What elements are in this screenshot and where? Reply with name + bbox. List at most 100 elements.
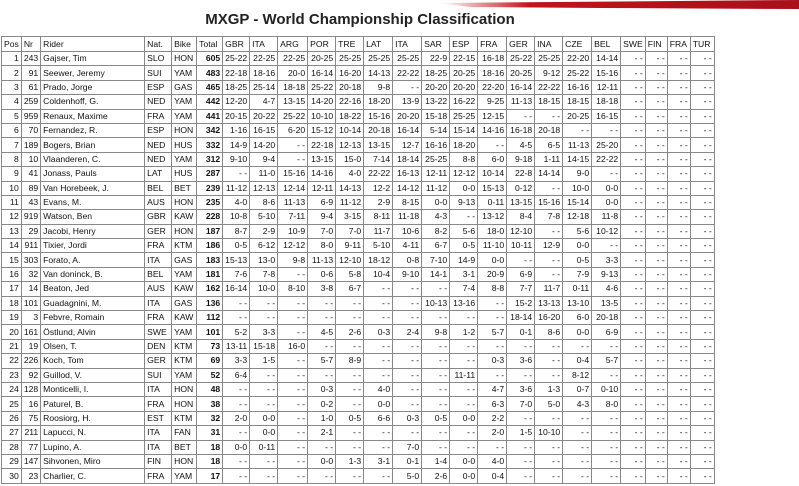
table-cell: - - xyxy=(335,295,365,312)
table-cell: 11-8 xyxy=(591,209,622,225)
table-cell: 20-25 xyxy=(506,65,536,81)
table-cell: - - xyxy=(392,396,423,412)
table-cell: - - xyxy=(620,439,646,455)
table-cell: 43 xyxy=(20,194,42,211)
table-cell: 6-4 xyxy=(222,367,251,383)
table-cell: 3-6 xyxy=(506,381,536,398)
table-cell: 9-25 xyxy=(477,94,508,110)
table-cell: 5-0 xyxy=(534,396,564,412)
table-cell: - - xyxy=(591,238,622,254)
table-cell: - - xyxy=(591,453,622,470)
table-cell: 1-2 xyxy=(449,324,479,340)
table-cell: 11-18 xyxy=(392,209,423,225)
table-cell: - - xyxy=(335,338,365,355)
table-cell: 24 xyxy=(1,381,22,398)
table-cell: - - xyxy=(689,425,715,441)
table-cell: - - xyxy=(666,122,691,139)
table-cell: 14-16 xyxy=(307,166,337,182)
table-cell: 342 xyxy=(196,122,224,139)
table-cell: 22-22 xyxy=(591,151,622,168)
table-cell: 7-8 xyxy=(249,266,279,283)
table-cell: 6 xyxy=(1,122,22,139)
table-cell: 22-8 xyxy=(506,166,536,182)
table-cell: - - xyxy=(689,252,715,268)
table-cell: - - xyxy=(249,367,279,383)
table-cell: 17 xyxy=(196,468,224,484)
table-cell: Seewer, Jeremy xyxy=(40,65,146,81)
table-cell: - - xyxy=(392,295,423,312)
table-cell: 18-15 xyxy=(562,94,593,110)
table-cell: 6-6 xyxy=(363,410,394,427)
table-cell: - - xyxy=(449,353,479,369)
table-cell: 8-15 xyxy=(392,194,423,211)
table-cell: - - xyxy=(335,396,365,412)
table-cell: 14-13 xyxy=(335,180,365,196)
table-cell: 11-10 xyxy=(477,238,508,254)
table-cell: - - xyxy=(644,410,668,427)
table-cell: - - xyxy=(307,338,337,355)
table-row: 6 70 Fernandez, R. ESP HON 342 1-16 16-15 6-20 15… xyxy=(1,122,715,139)
table-cell: 8-2 xyxy=(421,223,451,240)
table-cell: - - xyxy=(644,367,668,383)
table-cell: 15-16 xyxy=(534,194,564,211)
table-cell: - - xyxy=(666,209,691,225)
table-cell: - - xyxy=(620,108,646,124)
table-cell: 77 xyxy=(20,439,42,455)
table-cell: 7-8 xyxy=(534,209,564,225)
table-cell: - - xyxy=(666,180,691,196)
table-cell: AUS xyxy=(144,281,173,297)
table-cell: - - xyxy=(689,367,715,383)
table-cell: - - xyxy=(689,338,715,355)
table-cell: - - xyxy=(620,468,646,484)
table-cell: Charlier, C. xyxy=(40,468,146,484)
table-cell: 25-25 xyxy=(534,50,564,67)
table-cell: 25-22 xyxy=(277,108,309,124)
table-cell: 1-4 xyxy=(421,453,451,470)
table-cell: 2-4 xyxy=(392,324,423,340)
table-cell: 14-9 xyxy=(449,252,479,268)
table-cell: AUS xyxy=(144,194,173,211)
column-header: FRA xyxy=(477,36,508,52)
table-cell: - - xyxy=(666,468,691,484)
table-cell: 9-0 xyxy=(562,166,593,182)
table-cell: 187 xyxy=(196,223,224,240)
table-cell: 5-8 xyxy=(335,266,365,283)
table-cell: 20-25 xyxy=(307,50,337,67)
table-cell: 15-14 xyxy=(449,122,479,139)
table-cell: 4-7 xyxy=(477,381,508,398)
table-cell: 16-16 xyxy=(421,137,451,153)
table-cell: 2-0 xyxy=(477,425,508,441)
table-cell: - - xyxy=(620,338,646,355)
table-cell: - - xyxy=(506,453,536,470)
table-cell: 9-4 xyxy=(307,209,337,225)
table-cell: YAM xyxy=(171,367,198,383)
table-cell: GAS xyxy=(171,252,198,268)
table-cell: - - xyxy=(506,108,536,124)
table-cell: - - xyxy=(222,396,251,412)
table-cell: 4-7 xyxy=(249,94,279,110)
table-cell: 12-2 xyxy=(363,180,394,196)
table-cell: - - xyxy=(620,166,646,182)
table-cell: - - xyxy=(249,310,279,326)
table-cell: 12-7 xyxy=(392,137,423,153)
table-cell: 48 xyxy=(196,381,224,398)
table-cell: 15-13 xyxy=(477,180,508,196)
table-cell: 15-16 xyxy=(277,166,309,182)
table-cell: - - xyxy=(477,310,508,326)
table-row: 7 189 Bogers, Brian NED HUS 332 14-9 14-20- -22… xyxy=(1,137,715,153)
table-cell: ITA xyxy=(144,439,173,455)
table-cell: 26 xyxy=(1,410,22,427)
table-cell: 20-22 xyxy=(249,108,279,124)
table-cell: 9-11 xyxy=(335,238,365,254)
table-cell: 61 xyxy=(20,79,42,96)
table-cell: - - xyxy=(477,338,508,355)
table-cell: - - xyxy=(620,453,646,470)
table-cell: - - xyxy=(620,137,646,153)
table-cell: 32 xyxy=(20,266,42,283)
table-cell: SUI xyxy=(144,367,173,383)
table-cell: 14-20 xyxy=(307,94,337,110)
table-cell: - - xyxy=(644,166,668,182)
table-cell: - - xyxy=(620,396,646,412)
table-cell: ITA xyxy=(144,295,173,312)
table-cell: - - xyxy=(363,468,394,484)
